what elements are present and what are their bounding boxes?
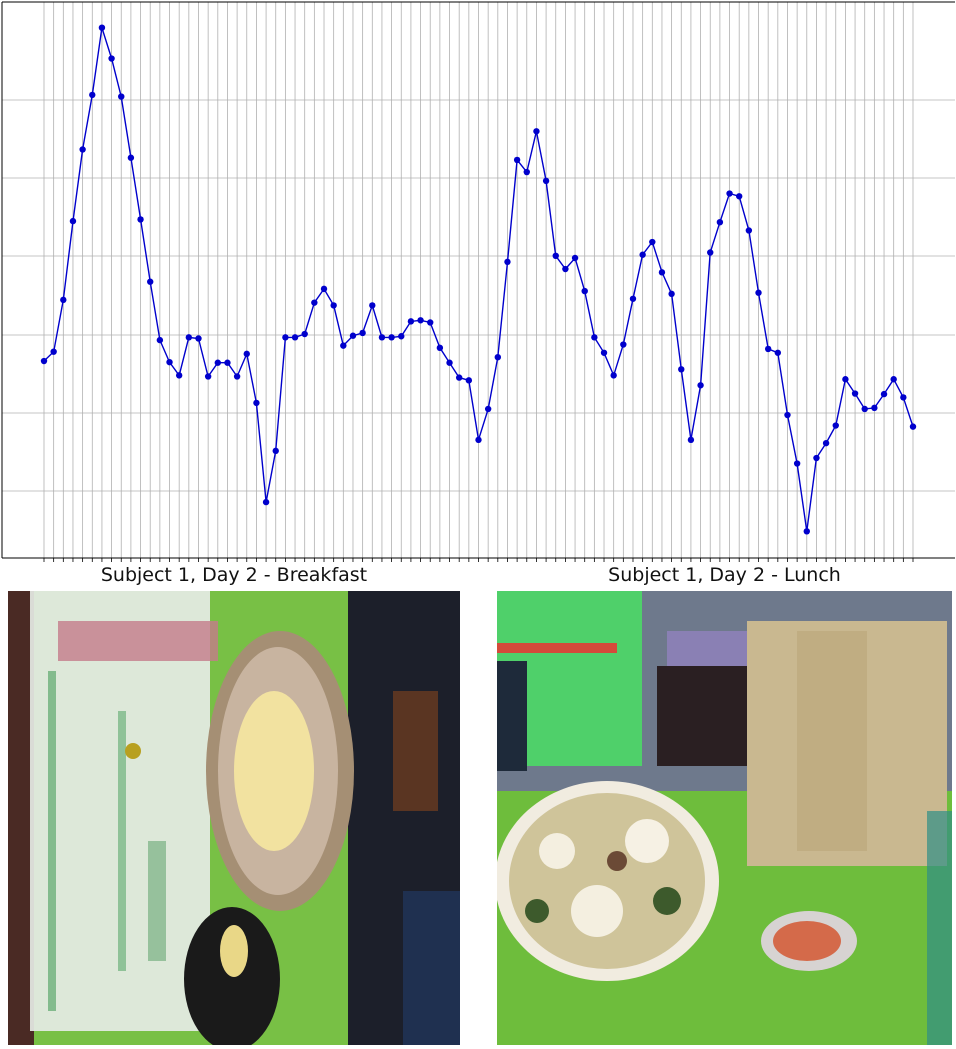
data-point <box>890 376 897 383</box>
data-point <box>784 411 791 419</box>
data-point <box>658 269 666 276</box>
data-point <box>571 254 579 262</box>
data-point <box>272 447 279 455</box>
data-point <box>40 357 48 365</box>
data-point <box>813 454 820 462</box>
data-point <box>195 335 202 342</box>
data-point <box>861 405 868 413</box>
data-point <box>311 299 318 306</box>
data-point <box>513 156 521 164</box>
chart-axes <box>1 1 955 562</box>
chart-grid <box>2 2 955 558</box>
data-point <box>851 390 859 397</box>
data-point <box>909 423 917 430</box>
data-point <box>900 394 907 401</box>
data-point <box>562 265 569 273</box>
data-point <box>301 330 308 338</box>
data-point <box>98 24 106 31</box>
data-point <box>427 319 434 326</box>
data-point <box>349 332 357 339</box>
data-point <box>591 334 598 341</box>
data-point <box>745 227 753 234</box>
data-point <box>707 249 714 256</box>
data-point <box>494 353 502 361</box>
data-point <box>137 216 144 223</box>
data-point <box>407 318 415 325</box>
data-point <box>156 336 164 344</box>
data-point <box>764 345 772 353</box>
data-point <box>504 258 511 266</box>
data-point <box>89 91 96 99</box>
data-point <box>755 289 762 296</box>
data-point <box>224 359 231 366</box>
data-point <box>340 342 347 349</box>
lunch-caption: Subject 1, Day 2 - Lunch <box>608 564 841 586</box>
data-point <box>214 359 221 366</box>
breakfast-caption: Subject 1, Day 2 - Breakfast <box>100 564 368 586</box>
data-point <box>127 154 135 161</box>
data-point <box>697 382 704 389</box>
data-point <box>118 93 125 100</box>
data-point <box>832 422 839 429</box>
data-point <box>253 399 260 407</box>
data-point <box>359 329 366 337</box>
data-point <box>320 285 328 293</box>
data-point <box>465 377 473 384</box>
data-point <box>185 334 193 341</box>
data-point <box>600 349 608 356</box>
data-point <box>204 373 212 380</box>
chart-series <box>40 24 917 535</box>
data-point <box>523 168 530 176</box>
lunch-photo <box>497 591 952 1045</box>
data-point <box>649 238 656 246</box>
data-point <box>330 302 337 309</box>
data-point <box>668 290 675 298</box>
data-point <box>726 190 733 197</box>
data-point <box>716 218 724 226</box>
data-point <box>610 372 617 379</box>
data-point <box>233 373 241 380</box>
data-point <box>581 287 588 295</box>
glucose-line-chart <box>1 1 955 562</box>
data-point <box>842 376 849 383</box>
data-point <box>552 252 559 260</box>
data-point <box>678 366 685 373</box>
data-point <box>378 334 386 341</box>
data-point <box>620 341 627 348</box>
data-point <box>639 251 646 258</box>
data-point <box>455 374 463 381</box>
data-point <box>484 405 492 413</box>
data-point <box>774 349 782 356</box>
data-point <box>629 295 637 302</box>
data-point <box>542 177 550 185</box>
data-point <box>871 404 878 412</box>
data-point <box>69 217 77 225</box>
data-point <box>822 439 830 447</box>
data-point <box>533 128 540 135</box>
data-point <box>369 302 376 309</box>
data-point <box>60 296 67 304</box>
data-point <box>243 350 250 358</box>
data-point <box>687 436 695 444</box>
data-point <box>166 358 173 366</box>
data-point <box>108 55 115 62</box>
data-point <box>446 359 453 366</box>
data-point <box>803 528 810 535</box>
data-point <box>417 317 424 324</box>
data-point <box>388 334 395 341</box>
data-point <box>50 348 57 355</box>
data-point <box>436 344 444 352</box>
data-point <box>793 460 801 467</box>
data-point <box>175 372 183 379</box>
data-point <box>475 436 482 444</box>
data-point <box>291 334 299 341</box>
breakfast-photo <box>8 591 460 1045</box>
data-point <box>147 278 154 285</box>
data-point <box>736 193 743 200</box>
data-point <box>262 498 270 506</box>
data-point <box>880 390 888 398</box>
data-point <box>79 146 86 153</box>
data-point <box>398 333 405 340</box>
data-point <box>282 334 289 341</box>
